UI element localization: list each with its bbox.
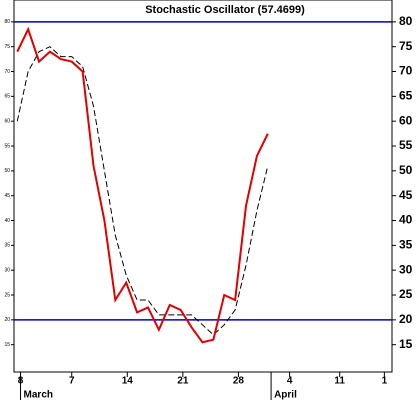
y-tick-label: 65 (399, 89, 413, 103)
x-tick-label: 11 (334, 376, 345, 387)
series-line (16, 26, 269, 344)
y-tick-label-left: 60 (4, 119, 10, 125)
y-tick-label-left: 55 (4, 143, 10, 149)
x-tick-label: 21 (177, 376, 189, 387)
y-tick-label: 30 (399, 262, 413, 276)
y-tick-label-left: 30 (4, 268, 10, 274)
y-tick-label-left: 70 (4, 69, 10, 75)
month-label: March (24, 390, 53, 400)
y-tick-label: 40 (399, 213, 413, 227)
y-tick-label: 50 (399, 163, 413, 177)
y-tick-label-left: 45 (4, 193, 10, 199)
y-tick-label: 35 (399, 238, 413, 252)
y-tick-label-left: 25 (4, 292, 10, 298)
y-tick-label: 25 (399, 287, 413, 301)
chart-title: Stochastic Oscillator (57.4699) (145, 4, 305, 16)
y-tick-label: 70 (399, 64, 413, 78)
x-tick-label: 7 (69, 376, 75, 387)
plot-frame (13, 0, 393, 373)
month-label: April (274, 390, 297, 400)
x-tick-label: 1 (382, 376, 388, 387)
series-line (16, 46, 269, 336)
y-tick-label: 80 (399, 14, 413, 28)
y-tick-label-left: 65 (4, 94, 10, 100)
y-tick-label-left: 40 (4, 218, 10, 224)
y-tick-label: 20 (399, 312, 413, 326)
y-tick-label-left: 50 (4, 168, 10, 174)
y-tick-label: 15 (399, 337, 413, 351)
y-tick-label-left: 20 (4, 317, 10, 323)
y-tick-label-left: 80 (4, 19, 10, 25)
x-tick-label: 14 (122, 376, 134, 387)
y-tick-label: 60 (399, 113, 413, 127)
x-tick-label: 28 (233, 376, 245, 387)
y-tick-label: 45 (399, 188, 413, 202)
x-tick-label: 4 (287, 376, 293, 387)
y-tick-label: 75 (399, 39, 413, 53)
y-tick-label-left: 35 (4, 243, 10, 249)
y-tick-label: 55 (399, 138, 413, 152)
y-tick-label-left: 15 (4, 342, 10, 348)
y-tick-label-left: 75 (4, 44, 10, 50)
